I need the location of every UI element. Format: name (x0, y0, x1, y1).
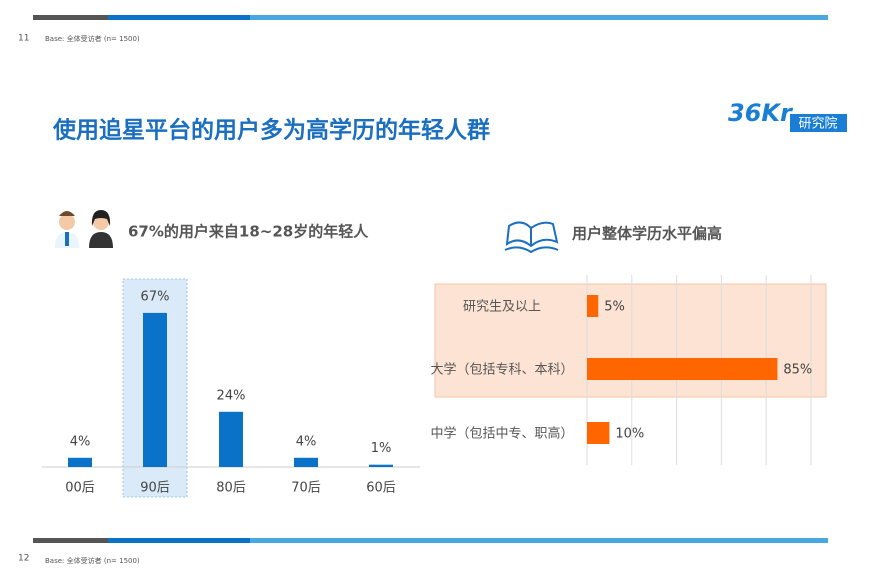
bar (587, 422, 610, 444)
y-tick-label: 中学（包括中专、职高） (430, 426, 573, 442)
page-number: 11 (18, 34, 29, 44)
charts: 4% 00后 67% 90后 24% 80后 4% 70后 1% 60后 5% 研究生及以上 85% 大学… (42, 275, 827, 498)
value-label: 85% (783, 363, 812, 378)
chart-title: 用户整体学历水平偏高 (572, 225, 722, 243)
bar (587, 358, 778, 380)
accent-bar (33, 538, 108, 543)
bar (294, 457, 318, 467)
value-label: 4% (296, 434, 317, 449)
slide-title: 使用追星平台的用户多为高学历的年轻人群 (52, 117, 490, 144)
chart-title: 67%的用户来自18~28岁的年轻人 (128, 223, 369, 241)
base-note: Base: 全体受访者 (n= 1500) (45, 556, 140, 565)
book-icon (504, 221, 559, 254)
x-tick-label: 70后 (291, 481, 321, 496)
bar (587, 295, 599, 317)
accent-bar (250, 15, 828, 20)
value-label: 5% (604, 300, 625, 315)
logo: 36Kr (728, 99, 794, 127)
bar (369, 464, 393, 467)
x-tick-label: 60后 (366, 481, 396, 496)
accent-bar (108, 15, 250, 20)
bar (219, 411, 243, 467)
value-label: 1% (371, 441, 392, 456)
value-label: 67% (141, 289, 170, 304)
accent-bar (250, 538, 828, 543)
logo-tag: 研究院 (798, 117, 837, 132)
x-tick-label: 80后 (216, 481, 246, 496)
accent-bar (33, 15, 108, 20)
people-icon (55, 210, 113, 248)
value-label: 10% (615, 427, 644, 442)
logo-badge (790, 114, 847, 132)
accent-bar (108, 538, 250, 543)
base-note: Base: 全体受访者 (n= 1500) (45, 34, 140, 43)
value-label: 24% (217, 388, 246, 403)
y-tick-label: 研究生及以上 (463, 300, 541, 315)
x-tick-label: 90后 (140, 481, 170, 496)
x-tick-label: 00后 (65, 481, 95, 496)
y-tick-label: 大学（包括专科、本科） (430, 362, 573, 378)
bar (143, 312, 167, 467)
page-number: 12 (18, 554, 29, 564)
value-label: 4% (70, 434, 91, 449)
bar (68, 457, 92, 467)
